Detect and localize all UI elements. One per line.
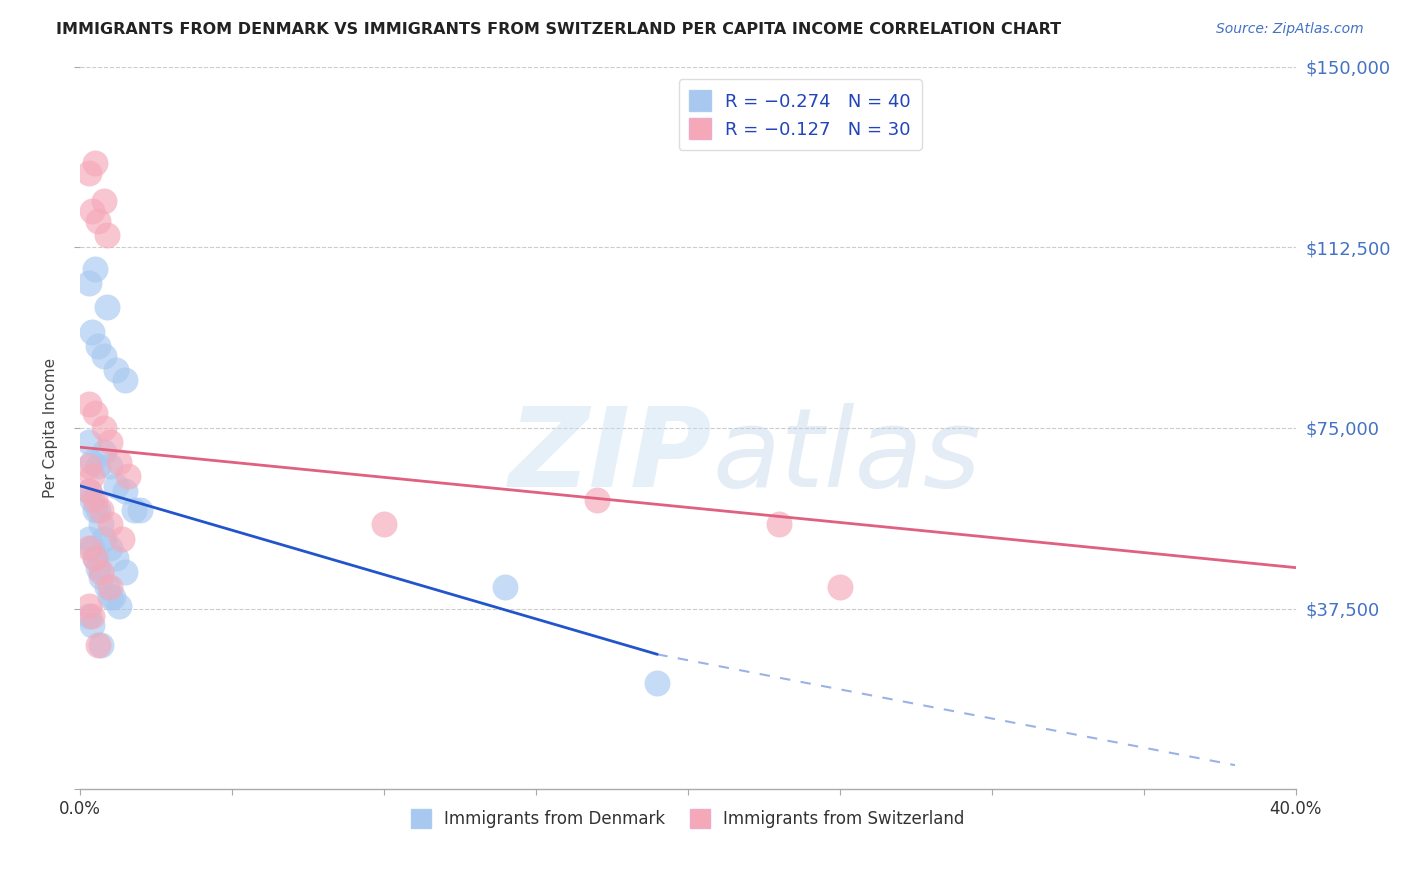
Point xyxy=(87,213,110,227)
Point xyxy=(77,608,100,623)
Y-axis label: Per Capita Income: Per Capita Income xyxy=(44,358,58,498)
Point xyxy=(105,479,128,493)
Point xyxy=(83,503,105,517)
Point xyxy=(77,435,100,450)
Point xyxy=(93,445,115,459)
Point xyxy=(77,599,100,614)
Point xyxy=(77,532,100,546)
Point xyxy=(585,493,607,508)
Point xyxy=(108,599,131,614)
Point xyxy=(83,261,105,276)
Point xyxy=(77,483,100,498)
Point xyxy=(80,618,103,632)
Point xyxy=(124,503,146,517)
Point xyxy=(98,435,121,450)
Point xyxy=(90,517,112,532)
Point xyxy=(90,566,112,580)
Point xyxy=(129,503,152,517)
Point xyxy=(80,541,103,556)
Point xyxy=(93,532,115,546)
Text: Source: ZipAtlas.com: Source: ZipAtlas.com xyxy=(1216,22,1364,37)
Point xyxy=(77,277,100,291)
Point xyxy=(101,590,124,604)
Point xyxy=(87,503,110,517)
Point xyxy=(93,421,115,435)
Point xyxy=(90,503,112,517)
Text: IMMIGRANTS FROM DENMARK VS IMMIGRANTS FROM SWITZERLAND PER CAPITA INCOME CORRELA: IMMIGRANTS FROM DENMARK VS IMMIGRANTS FR… xyxy=(56,22,1062,37)
Point xyxy=(114,373,136,387)
Point xyxy=(80,325,103,339)
Point xyxy=(98,517,121,532)
Point xyxy=(83,493,105,508)
Text: atlas: atlas xyxy=(711,403,980,510)
Point xyxy=(93,194,115,209)
Point xyxy=(83,156,105,170)
Point xyxy=(83,551,105,566)
Point xyxy=(114,483,136,498)
Point xyxy=(373,517,395,532)
Point xyxy=(90,570,112,584)
Point xyxy=(647,676,669,690)
Point xyxy=(83,407,105,421)
Point xyxy=(87,560,110,574)
Point xyxy=(768,517,790,532)
Text: ZIP: ZIP xyxy=(509,403,711,510)
Point xyxy=(105,551,128,566)
Point xyxy=(87,339,110,353)
Point xyxy=(80,608,103,623)
Point xyxy=(117,469,139,483)
Point xyxy=(80,469,103,483)
Point xyxy=(98,590,121,604)
Point xyxy=(93,349,115,363)
Point xyxy=(77,483,100,498)
Point xyxy=(96,580,118,594)
Point xyxy=(77,541,100,556)
Point xyxy=(108,455,131,469)
Point xyxy=(77,165,100,179)
Point xyxy=(87,459,110,474)
Point xyxy=(83,551,105,566)
Point xyxy=(80,493,103,508)
Point xyxy=(98,580,121,594)
Point xyxy=(111,532,134,546)
Point xyxy=(77,459,100,474)
Point xyxy=(494,580,516,594)
Point xyxy=(90,638,112,652)
Point xyxy=(87,638,110,652)
Point xyxy=(80,455,103,469)
Point xyxy=(98,541,121,556)
Legend: Immigrants from Denmark, Immigrants from Switzerland: Immigrants from Denmark, Immigrants from… xyxy=(404,803,972,835)
Point xyxy=(828,580,851,594)
Point xyxy=(98,459,121,474)
Point xyxy=(80,204,103,219)
Point xyxy=(114,566,136,580)
Point xyxy=(96,228,118,243)
Point xyxy=(96,301,118,315)
Point xyxy=(105,363,128,377)
Point xyxy=(77,397,100,411)
